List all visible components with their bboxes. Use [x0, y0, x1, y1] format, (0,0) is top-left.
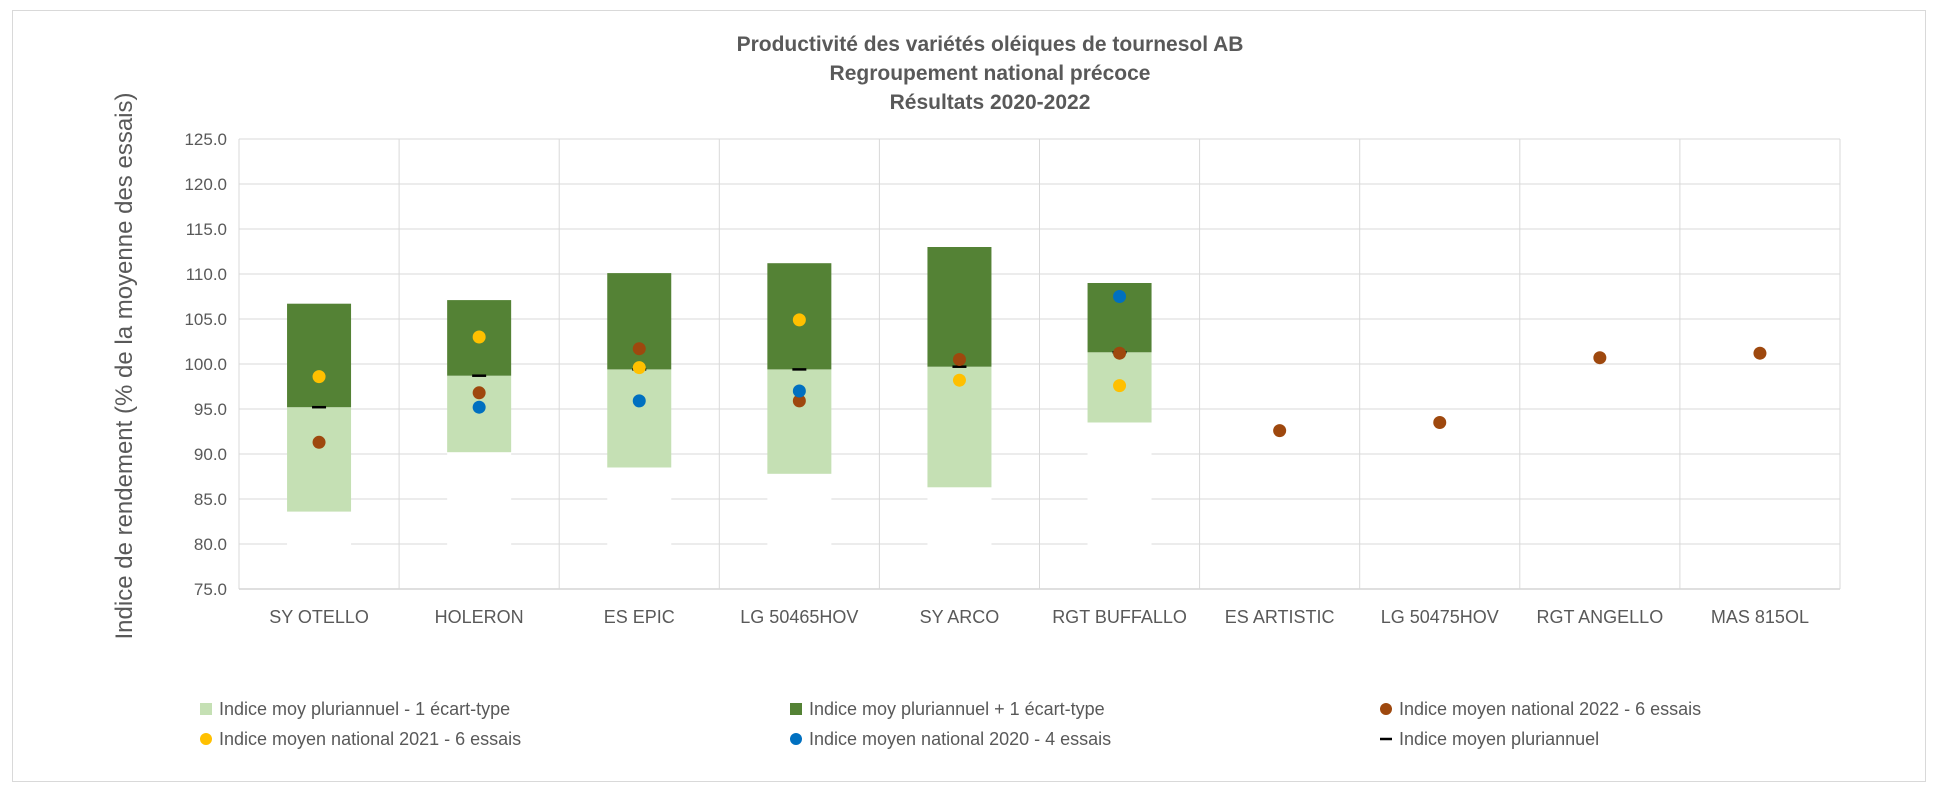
yearly-points	[312, 290, 1767, 449]
white-base-bar	[447, 544, 512, 588]
grid-lines	[238, 138, 1841, 590]
data-point-2	[792, 394, 806, 408]
category-label: MAS 815OL	[1711, 607, 1809, 627]
legend-label: Indice moyen national 2020 - 4 essais	[809, 729, 1111, 749]
white-base-bar	[607, 544, 672, 588]
y-tick-label: 75.0	[194, 580, 227, 599]
y-tick-label: 90.0	[194, 445, 227, 464]
category-label: SY ARCO	[920, 607, 1000, 627]
data-point-2	[1273, 424, 1287, 438]
legend-marker	[1380, 703, 1392, 715]
data-point-3	[952, 373, 966, 387]
white-base-bar	[1087, 422, 1152, 544]
white-base-bar	[1087, 544, 1152, 588]
white-base-bar	[287, 544, 352, 588]
bar-minus-sd	[607, 369, 672, 468]
data-point-3	[472, 330, 486, 344]
legend-label: Indice moy pluriannuel - 1 écart-type	[219, 699, 510, 719]
white-base-bar	[927, 544, 992, 588]
bar-minus-sd	[927, 366, 992, 488]
data-point-2	[1593, 351, 1607, 365]
legend-marker	[790, 703, 802, 715]
y-tick-label: 110.0	[186, 265, 227, 284]
legend: Indice moy pluriannuel - 1 écart-type Ind…	[200, 699, 1701, 749]
legend-label: Indice moyen national 2021 - 6 essais	[219, 729, 521, 749]
y-tick-label: 125.0	[184, 130, 227, 149]
category-label: SY OTELLO	[269, 607, 369, 627]
data-point-3	[792, 313, 806, 327]
data-point-3	[632, 361, 646, 375]
chart-title-line-3: Résultats 2020-2022	[890, 91, 1091, 114]
legend-marker	[790, 733, 802, 745]
data-point-2	[1433, 416, 1447, 429]
bar-minus-sd	[287, 407, 352, 512]
y-tick-label: 95.0	[194, 400, 227, 419]
white-base-bar	[767, 544, 832, 588]
chart-title-line-2: Regroupement national précoce	[830, 62, 1151, 85]
data-point-4	[792, 384, 806, 398]
data-point-4	[1113, 290, 1127, 303]
data-point-2	[952, 353, 966, 366]
category-label: ES ARTISTIC	[1225, 607, 1335, 627]
bar-plus-sd	[287, 303, 352, 408]
legend-marker	[200, 703, 212, 715]
y-tick-labels: 75.0 80.0 85.0 90.0 95.0 100.0 105.0 110.0 115.0…	[184, 130, 227, 599]
y-tick-label: 80.0	[194, 535, 227, 554]
white-base-bar	[607, 467, 672, 544]
data-point-2	[472, 386, 486, 400]
y-tick-label: 105.0	[184, 310, 227, 329]
category-label: RGT BUFFALLO	[1052, 607, 1187, 627]
legend-label: Indice moyen pluriannuel	[1399, 729, 1599, 749]
data-point-2	[632, 342, 646, 356]
data-point-4	[472, 400, 486, 414]
y-tick-label: 85.0	[194, 490, 227, 509]
category-labels: SY OTELLO HOLERON ES EPIC LG 50465HOV SY ARC…	[269, 607, 1809, 627]
data-point-2	[312, 435, 326, 449]
chart-title-line-1: Productivité des variétés oléiques de to…	[737, 33, 1244, 56]
data-point-4	[632, 394, 646, 408]
legend-label: Indice moy pluriannuel + 1 écart-type	[809, 699, 1105, 719]
white-base-bar	[767, 473, 832, 544]
category-label: ES EPIC	[604, 607, 675, 627]
bar-plus-sd	[927, 247, 992, 367]
y-tick-label: 100.0	[184, 355, 227, 374]
category-label: LG 50475HOV	[1381, 607, 1499, 627]
y-axis-label: Indice de rendement (% de la moyenne des…	[111, 93, 138, 640]
category-label: RGT ANGELLO	[1536, 607, 1663, 627]
white-base-bar	[927, 487, 992, 544]
category-label: LG 50465HOV	[740, 607, 858, 627]
y-tick-label: 120.0	[184, 175, 227, 194]
white-base-bar	[287, 511, 352, 544]
data-point-2	[1113, 346, 1127, 360]
data-point-3	[1113, 379, 1127, 393]
white-base-bar	[447, 452, 512, 544]
data-point-2	[1753, 346, 1767, 360]
legend-marker	[200, 733, 212, 745]
legend-label: Indice moyen national 2022 - 6 essais	[1399, 699, 1701, 719]
chart-title: Productivité des variétés oléiques de to…	[737, 33, 1244, 114]
y-tick-label: 115.0	[186, 220, 227, 239]
range-bars	[287, 247, 1152, 588]
data-point-3	[312, 370, 326, 384]
category-label: HOLERON	[435, 607, 524, 627]
